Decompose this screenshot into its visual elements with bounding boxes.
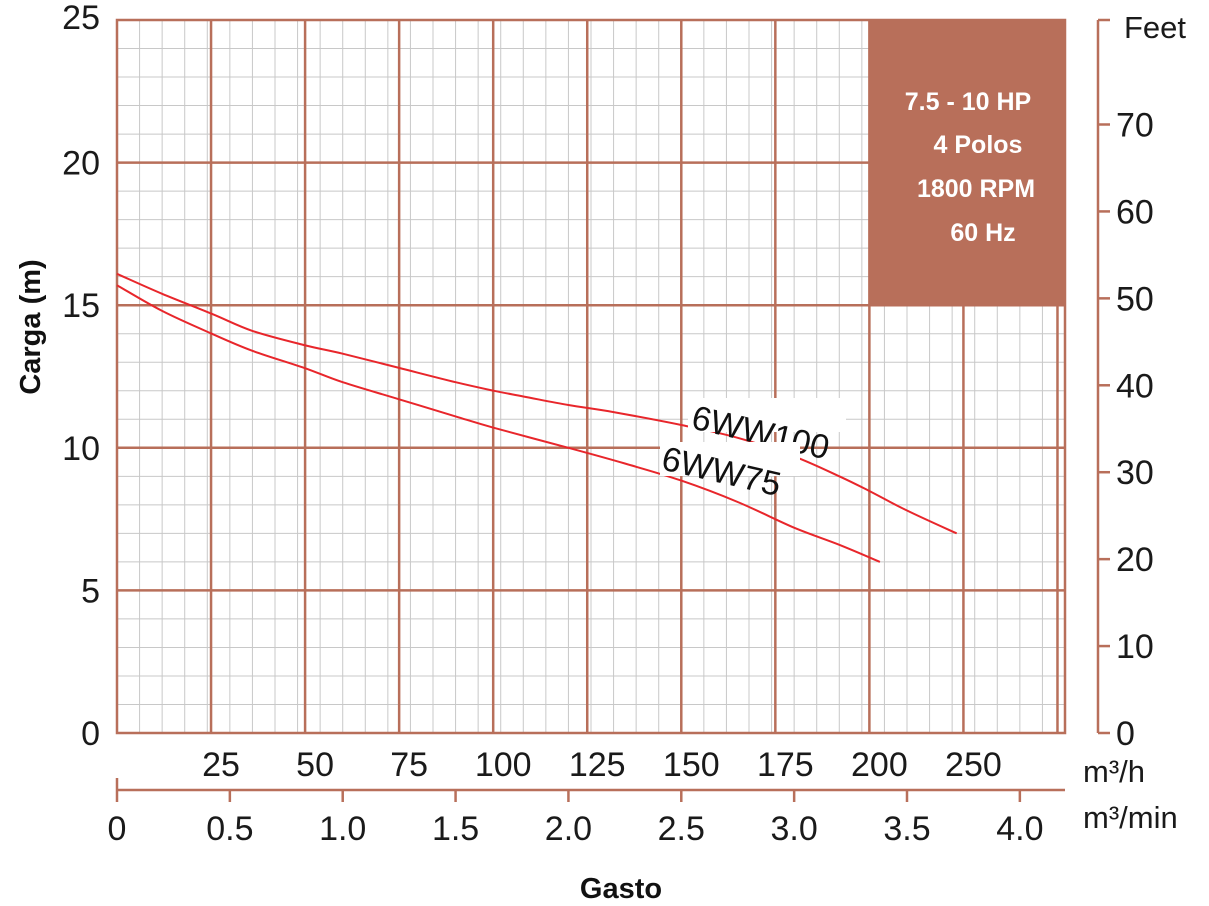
m3min-tick-label: 4.0: [996, 810, 1043, 848]
m3h-tick-label: 175: [757, 746, 814, 784]
series-line-6ww75: [116, 284, 881, 563]
y-tick-label: 20: [62, 145, 100, 183]
feet-tick-label: 30: [1116, 454, 1154, 492]
feet-tick-label: 60: [1116, 193, 1154, 231]
spec-poles: 4 Polos: [934, 131, 1023, 159]
m3h-tick-label: 150: [663, 746, 720, 784]
m3min-tick-label: 2.5: [658, 810, 705, 848]
y-axis-ticks: 0 5 10 15 20 25: [62, 0, 100, 753]
feet-tick-label: 50: [1116, 280, 1154, 318]
spec-box: [869, 20, 1065, 306]
series-lines: [116, 272, 958, 563]
y2-unit-label: Feet: [1124, 10, 1186, 45]
series-line-6ww100: [116, 272, 958, 535]
minor-grid: [117, 20, 1065, 733]
feet-tick-label: 20: [1116, 541, 1154, 579]
spec-power: 7.5 - 10 HP: [905, 88, 1031, 116]
spec-rpm: 1800 RPM: [917, 175, 1035, 203]
m3min-tick-label: 1.5: [432, 810, 479, 848]
m3min-tick-label: 0: [108, 810, 127, 848]
plot-frame: [115, 18, 1067, 735]
y-tick-label: 0: [81, 715, 100, 753]
m3min-axis: 0 0.5 1.0 1.5 2.0 2.5 3.0 3.5 4.0: [108, 778, 1065, 848]
feet-tick-label: 70: [1116, 106, 1154, 144]
m3min-tick-label: 3.5: [883, 810, 930, 848]
m3h-tick-label: 75: [390, 746, 428, 784]
m3min-tick-label: 1.0: [319, 810, 366, 848]
m3min-tick-label: 3.0: [771, 810, 818, 848]
y-tick-label: 15: [62, 287, 100, 325]
feet-tick-label: 0: [1116, 715, 1135, 753]
m3h-tick-label: 200: [851, 746, 908, 784]
feet-tick-label: 10: [1116, 628, 1154, 666]
m3h-tick-label: 125: [569, 746, 626, 784]
label-background-6ww100: [688, 398, 846, 432]
m3h-tick-label: 25: [202, 746, 240, 784]
spec-frequency: 60 Hz: [950, 219, 1015, 247]
m3h-unit-label: m³/h: [1083, 754, 1145, 789]
x-axis-title: Gasto: [580, 873, 662, 905]
m3h-tick-label: 250: [945, 746, 1002, 784]
m3h-axis: 25 50 75 100 125 150 175 200 250: [202, 746, 1002, 784]
y-tick-label: 10: [62, 430, 100, 468]
m3min-unit-label: m³/min: [1083, 800, 1178, 835]
feet-axis: 0 10 20 30 40 50 60 70: [1096, 18, 1154, 753]
y-tick-label: 5: [81, 572, 100, 610]
label-background-6ww75: [660, 442, 800, 476]
y-axis-title: Carga (m): [15, 259, 47, 394]
m3min-tick-label: 2.0: [545, 810, 592, 848]
feet-tick-label: 40: [1116, 367, 1154, 405]
m3h-tick-label: 50: [296, 746, 334, 784]
m3min-tick-label: 0.5: [206, 810, 253, 848]
y-tick-label: 25: [62, 0, 100, 37]
m3h-tick-label: 100: [475, 746, 532, 784]
